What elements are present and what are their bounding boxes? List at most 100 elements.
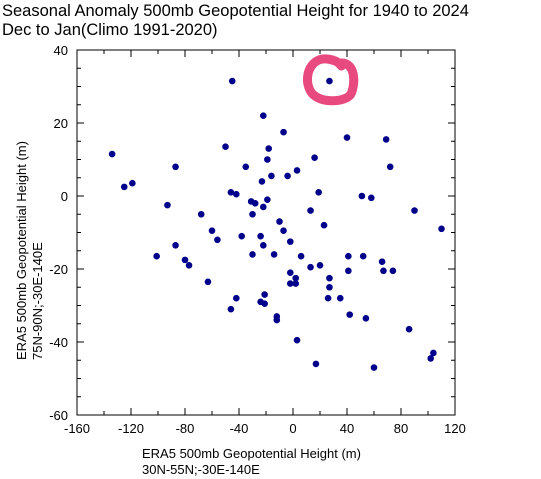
data-point (427, 355, 435, 362)
x-tick-label: -120 (118, 421, 144, 436)
data-point (293, 336, 301, 344)
chart-subtitle: Dec to Jan(Climo 1991-2020) (2, 21, 218, 39)
data-point (280, 227, 287, 234)
data-points (108, 77, 445, 371)
data-point (292, 274, 300, 282)
data-point (307, 207, 314, 214)
x-tick-label: -40 (230, 421, 249, 436)
data-point (336, 294, 344, 302)
data-point (153, 252, 160, 260)
data-point (208, 227, 216, 234)
y-tick-label: 40 (54, 43, 68, 58)
data-point (181, 256, 189, 264)
y-tick-label: -20 (49, 262, 68, 277)
data-point (370, 364, 378, 371)
data-point (242, 163, 250, 171)
data-point (228, 77, 236, 85)
data-point (368, 194, 375, 202)
y-tick-label: 0 (61, 189, 68, 204)
data-point (324, 294, 332, 302)
data-point (261, 291, 268, 298)
data-point (430, 349, 437, 357)
data-point (129, 179, 136, 187)
data-point (438, 225, 445, 233)
data-point (307, 263, 314, 271)
chart-title: Seasonal Anomaly 500mb Geopotential Heig… (2, 2, 469, 20)
data-point (326, 274, 333, 282)
data-point (287, 238, 294, 245)
data-point (164, 201, 171, 209)
data-point (405, 325, 413, 333)
data-point (326, 283, 333, 291)
data-point (172, 163, 179, 171)
data-point (343, 134, 351, 141)
x-axis-label: ERA5 500mb Geopotential Height (m) (142, 446, 361, 461)
y-tick-label: -60 (49, 408, 68, 423)
data-point (227, 305, 235, 313)
data-point (214, 236, 221, 244)
data-point (197, 210, 205, 218)
data-point (264, 196, 271, 203)
data-point (265, 145, 273, 152)
data-point (222, 143, 229, 151)
plot-frame (76, 49, 456, 416)
data-point (312, 360, 320, 368)
data-point (315, 189, 322, 196)
data-point (204, 278, 212, 286)
data-point (320, 221, 328, 229)
data-point (346, 311, 354, 318)
data-point (233, 190, 240, 198)
data-point (411, 207, 418, 214)
data-point (227, 189, 235, 196)
data-point (293, 167, 301, 174)
data-point (359, 252, 367, 260)
data-point (258, 178, 266, 185)
x-tick-label: 120 (444, 421, 466, 436)
data-point (268, 172, 275, 180)
data-point (389, 267, 397, 275)
data-point (316, 262, 324, 269)
data-point (386, 163, 394, 171)
data-point (297, 252, 305, 260)
data-point (287, 280, 294, 287)
axis-tick-labels: -160 -120 -80 -40 0 40 80 120 -60 -40 -20 0 20 40 (49, 43, 466, 436)
x-tick-label: -80 (176, 421, 195, 436)
x-axis-label-region: 30N-55N;-30E-140E (142, 462, 260, 477)
data-point (270, 251, 278, 258)
data-point (311, 154, 318, 161)
data-point (284, 172, 291, 180)
data-point (233, 294, 240, 302)
data-point (358, 192, 366, 200)
data-point (280, 128, 287, 136)
x-tick-label: 40 (340, 421, 354, 436)
data-point (238, 232, 245, 240)
highlight-circle (302, 54, 359, 106)
y-tick-label: 20 (54, 116, 68, 131)
y-axis-label: ERA5 500mb Geopotential Height (m) (14, 141, 29, 360)
data-point (257, 232, 264, 240)
y-axis-label-region: 75N-90N;-30E-140E (30, 242, 45, 360)
data-point (345, 267, 352, 275)
data-point (260, 112, 267, 119)
x-tick-label: -160 (64, 421, 90, 436)
data-point (362, 314, 370, 322)
y-tick-label: -40 (49, 335, 68, 350)
data-point (247, 198, 255, 205)
data-point (276, 218, 283, 225)
data-point (326, 77, 333, 85)
data-point (382, 136, 390, 143)
axis-ticks (76, 49, 456, 416)
highlight-marker (302, 54, 359, 106)
data-point (380, 267, 387, 275)
data-point (108, 150, 116, 158)
data-point (120, 183, 128, 191)
data-point (345, 252, 352, 260)
data-point (172, 241, 179, 249)
data-point (257, 298, 264, 306)
data-point (260, 203, 267, 211)
data-point (292, 280, 300, 287)
x-tick-label: 0 (289, 421, 296, 436)
data-point (287, 269, 294, 276)
data-point (264, 156, 271, 163)
